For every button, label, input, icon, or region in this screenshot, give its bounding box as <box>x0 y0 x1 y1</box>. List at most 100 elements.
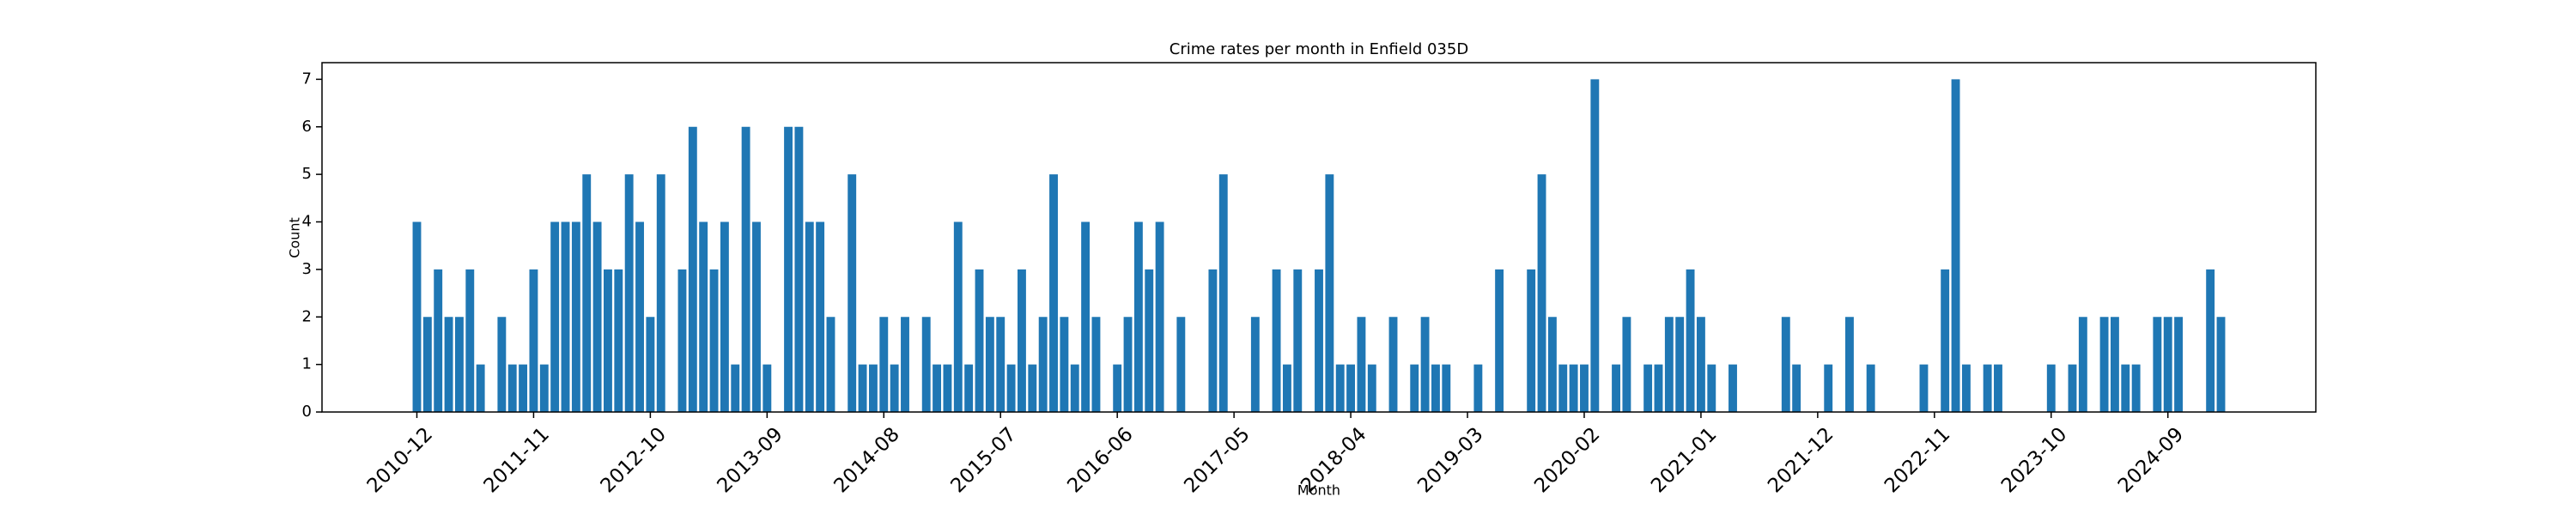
bar <box>1961 364 1971 412</box>
bar <box>1250 317 1260 412</box>
bar <box>571 221 580 412</box>
bar <box>1537 174 1546 412</box>
bar <box>1006 364 1016 412</box>
bar <box>635 221 644 412</box>
bar <box>1218 174 1228 412</box>
x-tick-label: 2012-10 <box>597 423 671 497</box>
bar <box>2174 317 2184 412</box>
bar <box>1155 221 1164 412</box>
bar <box>1442 364 1451 412</box>
bar <box>497 317 507 412</box>
y-tick-label: 2 <box>302 307 312 325</box>
bar <box>1675 317 1685 412</box>
bar <box>2078 317 2087 412</box>
bar <box>422 317 432 412</box>
bar <box>1664 317 1674 412</box>
x-tick-label: 2022-11 <box>1880 423 1954 497</box>
x-tick-label: 2021-12 <box>1764 423 1838 497</box>
bar <box>614 269 623 412</box>
bar <box>953 221 963 412</box>
bar <box>2206 269 2215 412</box>
bar <box>1622 317 1631 412</box>
bar <box>1113 364 1122 412</box>
bar <box>1612 364 1620 412</box>
bar <box>561 221 570 412</box>
bar <box>1558 364 1568 412</box>
chart-title: Crime rates per month in Enfield 035D <box>1170 40 1468 58</box>
bar <box>784 126 793 412</box>
bar <box>1580 364 1589 412</box>
x-tick-label: 2020-02 <box>1530 423 1604 497</box>
bar <box>1208 269 1218 412</box>
bar <box>476 364 485 412</box>
bar <box>964 364 974 412</box>
bar <box>816 221 825 412</box>
bar <box>1091 317 1101 412</box>
bar <box>933 364 942 412</box>
bar <box>1707 364 1716 412</box>
bar <box>1049 174 1058 412</box>
bar <box>550 221 560 412</box>
x-tick-label: 2015-07 <box>946 423 1020 497</box>
bar <box>1176 317 1186 412</box>
bar <box>412 221 422 412</box>
bar <box>943 364 952 412</box>
bar <box>1060 317 1069 412</box>
bar <box>1293 269 1303 412</box>
bar <box>1495 269 1504 412</box>
bar <box>1696 317 1705 412</box>
x-axis-label: Month <box>1297 482 1340 499</box>
x-tick-label: 2021-01 <box>1647 423 1721 497</box>
bar <box>1994 364 2002 412</box>
bar <box>1410 364 1419 412</box>
bar <box>507 364 517 412</box>
bar <box>646 317 655 412</box>
bar <box>901 317 909 412</box>
bar <box>2153 317 2162 412</box>
bar <box>699 221 708 412</box>
y-axis-label: Count <box>287 217 303 258</box>
bar <box>1473 364 1483 412</box>
bar <box>604 269 612 412</box>
bar <box>848 174 857 412</box>
x-tick-label: 2023-10 <box>1997 423 2071 497</box>
y-tick-label: 4 <box>302 213 312 231</box>
x-tick-label: 2011-11 <box>480 423 554 497</box>
bar <box>1335 364 1345 412</box>
bar <box>1325 174 1334 412</box>
bar <box>465 269 475 412</box>
bar <box>890 364 899 412</box>
bar <box>2121 364 2130 412</box>
bar <box>985 317 994 412</box>
bar <box>1781 317 1790 412</box>
bar <box>434 269 443 412</box>
bar <box>444 317 453 412</box>
bar <box>1315 269 1323 412</box>
bar <box>1686 269 1695 412</box>
bar <box>1357 317 1366 412</box>
bar <box>1643 364 1653 412</box>
x-tick-label: 2010-12 <box>363 423 437 497</box>
bar <box>1792 364 1801 412</box>
bar <box>1282 364 1291 412</box>
bar <box>1569 364 1578 412</box>
bar <box>1367 364 1376 412</box>
bar <box>1951 79 1960 412</box>
y-tick-label: 0 <box>302 403 312 421</box>
x-tick-label: 2019-03 <box>1413 423 1487 497</box>
bar <box>624 174 634 412</box>
bar <box>879 317 889 412</box>
bar <box>2068 364 2077 412</box>
bar <box>519 364 528 412</box>
y-tick-label: 7 <box>302 70 312 88</box>
bar <box>1590 79 1600 412</box>
bar <box>826 317 835 412</box>
bar <box>2131 364 2141 412</box>
bar <box>741 126 750 412</box>
bar <box>2046 364 2056 412</box>
y-tick-label: 5 <box>302 165 312 183</box>
plot-area: 0 1 2 3 4 5 6 7 2010-12 2011-11 2012-10 2013-09 2014… <box>302 70 2226 498</box>
bar <box>762 364 772 412</box>
bar <box>656 174 665 412</box>
